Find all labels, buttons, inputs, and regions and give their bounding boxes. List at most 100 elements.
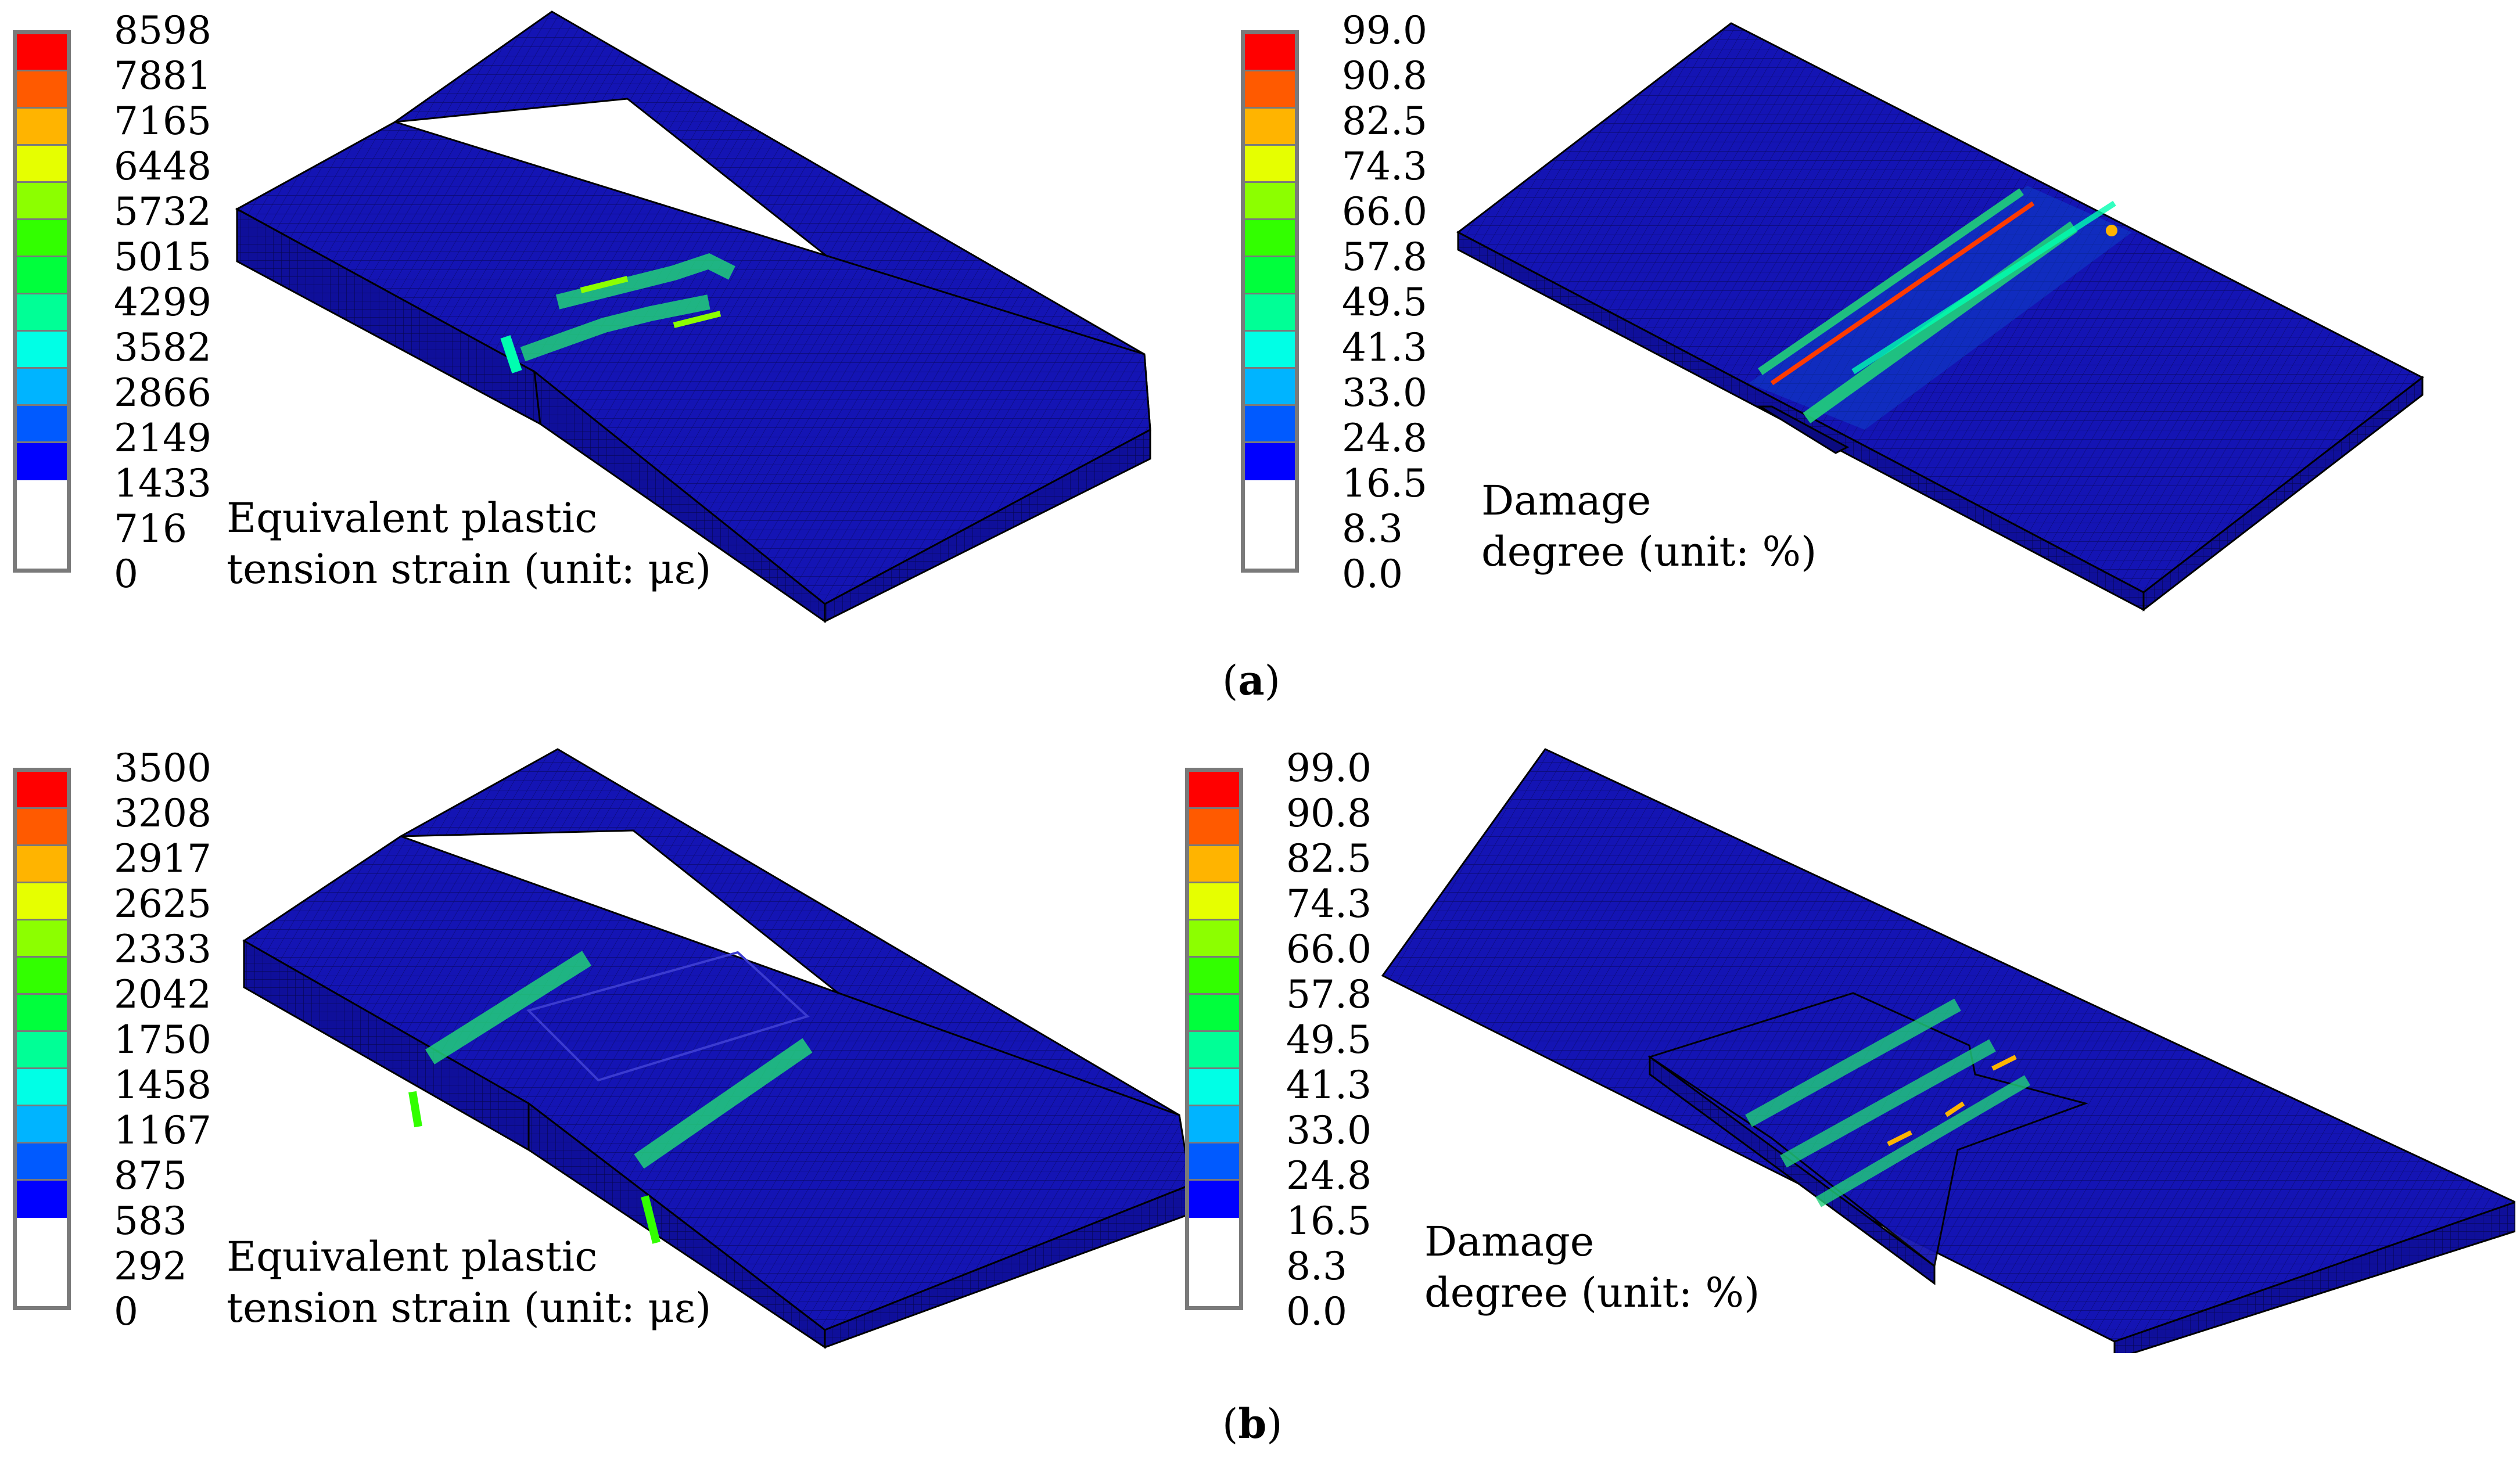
colorbar-swatch <box>1245 146 1295 183</box>
colorbar-swatch <box>1245 109 1295 146</box>
tick-label: 99.0 <box>1342 8 1427 53</box>
tick-label: 57.8 <box>1342 235 1427 279</box>
colorbar-swatch <box>17 958 67 995</box>
tick-label: 5015 <box>114 235 211 279</box>
sublabel-a-open: ( <box>1222 657 1239 704</box>
colorbar-swatch <box>1245 257 1295 294</box>
ticks-damage-b: 99.0 90.8 82.5 74.3 66.0 57.8 49.5 41.3 33.0 24.8… <box>1286 746 1372 1335</box>
fe-model-damage-a <box>1456 22 2424 612</box>
tick-label: 716 <box>114 506 187 551</box>
tick-label: 2917 <box>114 836 211 881</box>
tick-label: 16.5 <box>1342 461 1427 506</box>
colorbar-swatch <box>1189 809 1239 846</box>
tick-label: 99.0 <box>1286 746 1372 790</box>
tick-label: 57.8 <box>1286 972 1372 1017</box>
colorbar-swatch <box>17 1069 67 1106</box>
colorbar-strain-a <box>13 30 71 573</box>
colorbar-strain-b <box>13 768 71 1310</box>
sublabel-a: (a) <box>1222 656 1280 704</box>
colorbar-swatch <box>1245 183 1295 220</box>
colorbar-swatch <box>1189 920 1239 958</box>
tick-label: 8.3 <box>1286 1244 1347 1289</box>
tick-label: 16.5 <box>1286 1199 1372 1243</box>
colorbar-swatch <box>1189 846 1239 883</box>
caption-strain-a-line2: tension strain (unit: με) <box>227 545 712 593</box>
caption-damage-a: Damage degree (unit: %) <box>1481 475 1817 577</box>
colorbar-swatch <box>17 71 67 109</box>
ticks-strain-b: 3500 3208 2917 2625 2333 2042 1750 1458 1167 875 5… <box>114 746 211 1335</box>
tick-label: 0 <box>114 552 138 596</box>
tick-label: 0.0 <box>1342 552 1403 596</box>
caption-strain-a: Equivalent plastic tension strain (unit:… <box>227 492 711 595</box>
colorbar-swatch <box>1245 369 1295 406</box>
tick-label: 74.3 <box>1342 144 1427 189</box>
tick-label: 6448 <box>114 144 211 189</box>
tick-label: 66.0 <box>1342 189 1427 234</box>
colorbar-swatch <box>17 995 67 1032</box>
tick-label: 90.8 <box>1342 53 1427 98</box>
tick-label: 1167 <box>114 1108 211 1153</box>
colorbar-swatch <box>1189 772 1239 809</box>
tick-label: 90.8 <box>1286 791 1372 836</box>
tick-label: 2625 <box>114 882 211 926</box>
colorbar-swatch <box>1245 443 1295 480</box>
caption-damage-b-line1: Damage <box>1424 1218 1595 1265</box>
tick-label: 2333 <box>114 927 211 972</box>
caption-damage-b-line2: degree (unit: %) <box>1424 1269 1760 1317</box>
tick-label: 24.8 <box>1286 1153 1372 1198</box>
caption-strain-a-line1: Equivalent plastic <box>227 494 598 542</box>
tick-label: 49.5 <box>1342 280 1427 325</box>
colorbar-swatch <box>17 1143 67 1181</box>
tick-label: 33.0 <box>1286 1108 1372 1153</box>
sublabel-b-text: b <box>1238 1400 1267 1448</box>
colorbar-swatch <box>17 1032 67 1069</box>
tick-label: 82.5 <box>1342 99 1427 143</box>
tick-label: 3208 <box>114 791 211 836</box>
colorbar-swatch <box>1245 294 1295 332</box>
fe-model-strain-b <box>242 748 1192 1349</box>
tick-label: 41.3 <box>1342 325 1427 370</box>
colorbar-swatch <box>17 183 67 220</box>
tick-label: 875 <box>114 1153 187 1198</box>
tick-label: 49.5 <box>1286 1017 1372 1062</box>
tick-label: 1750 <box>114 1017 211 1062</box>
tick-label: 2042 <box>114 972 211 1017</box>
tick-label: 3500 <box>114 746 211 790</box>
colorbar-swatch <box>17 443 67 480</box>
colorbar-swatch <box>1189 883 1239 920</box>
sublabel-b: (b) <box>1222 1400 1283 1448</box>
caption-strain-b: Equivalent plastic tension strain (unit:… <box>227 1231 711 1333</box>
colorbar-swatch <box>1189 1106 1239 1143</box>
colorbar-damage-b <box>1185 768 1243 1310</box>
tick-label: 7881 <box>114 53 211 98</box>
colorbar-swatch <box>17 146 67 183</box>
colorbar-swatch <box>17 109 67 146</box>
tick-label: 1458 <box>114 1063 211 1107</box>
colorbar-swatch <box>1245 406 1295 443</box>
tick-label: 74.3 <box>1286 882 1372 926</box>
colorbar-swatch <box>17 883 67 920</box>
colorbar-swatch <box>1245 332 1295 369</box>
tick-label: 2866 <box>114 371 211 415</box>
colorbar-swatch <box>1189 1181 1239 1218</box>
tick-label: 0.0 <box>1286 1289 1347 1334</box>
colorbar-swatch <box>17 772 67 809</box>
colorbar-swatch <box>1189 958 1239 995</box>
tick-label: 41.3 <box>1286 1063 1372 1107</box>
sublabel-a-close: ) <box>1264 657 1280 704</box>
tick-label: 8.3 <box>1342 506 1403 551</box>
tick-label: 66.0 <box>1286 927 1372 972</box>
tick-label: 1433 <box>114 461 211 506</box>
tick-label: 3582 <box>114 325 211 370</box>
tick-label: 24.8 <box>1342 416 1427 461</box>
tick-label: 8598 <box>114 8 211 53</box>
colorbar-swatch <box>1245 220 1295 257</box>
tick-label: 583 <box>114 1199 187 1243</box>
colorbar-swatch <box>17 294 67 332</box>
colorbar-swatch <box>17 34 67 71</box>
colorbar-swatch <box>17 369 67 406</box>
colorbar-damage-a <box>1241 30 1299 573</box>
ticks-damage-a: 99.0 90.8 82.5 74.3 66.0 57.8 49.5 41.3 33.0 24.8… <box>1342 8 1427 597</box>
tick-label: 5732 <box>114 189 211 234</box>
tick-label: 82.5 <box>1286 836 1372 881</box>
